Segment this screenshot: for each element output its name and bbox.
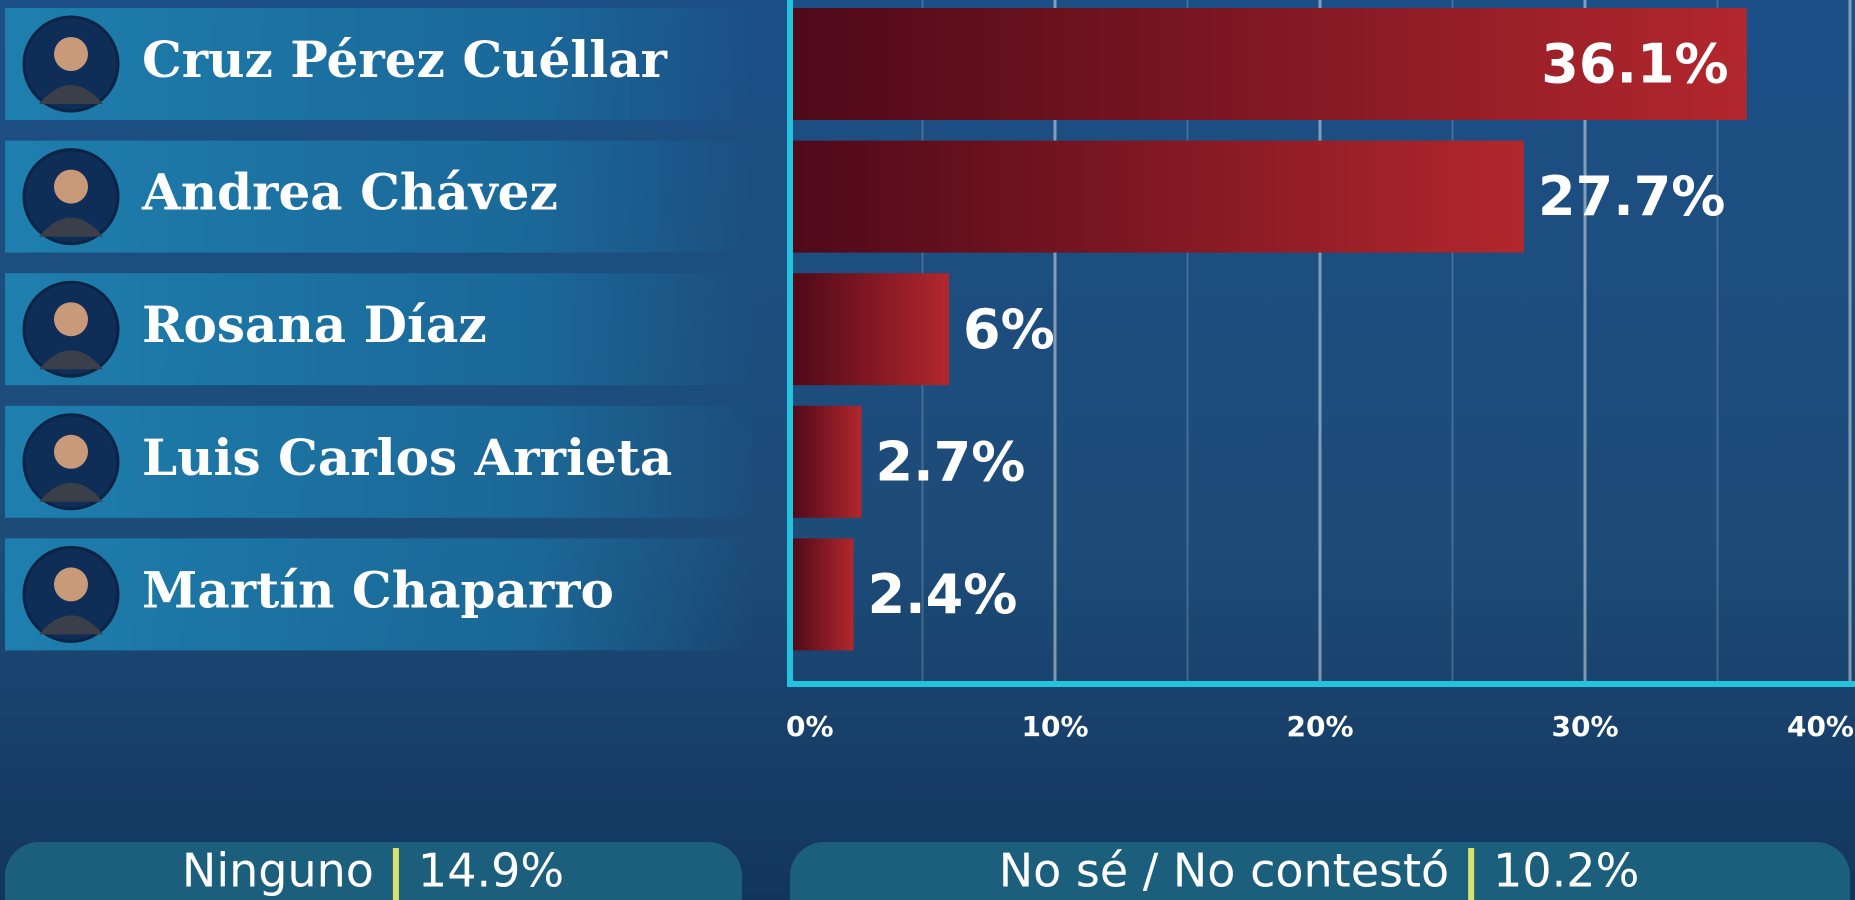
avatar-head: [54, 302, 88, 336]
footer-label: No sé / No contestó: [999, 844, 1449, 898]
x-tick-label: 40%: [1787, 710, 1854, 743]
category-label: Andrea Chávez: [141, 163, 558, 222]
category-label: Martín Chaparro: [142, 560, 614, 619]
footer-separator: [1468, 848, 1474, 900]
footer-separator: [393, 848, 399, 900]
x-tick-label: 10%: [1021, 710, 1088, 743]
avatar-head: [54, 37, 88, 71]
avatar-head: [54, 567, 88, 601]
bar: [792, 273, 949, 385]
x-tick-label: 0%: [786, 710, 834, 743]
value-label: 2.7%: [876, 430, 1026, 493]
value-label: 2.4%: [868, 563, 1018, 626]
value-label: 6%: [963, 298, 1055, 361]
bar: [792, 406, 862, 518]
chart: 0% 10% 20% 30% 40% Cruz Pérez Cuéllar 36.1% And…: [0, 0, 1855, 900]
x-tick-label: 20%: [1286, 710, 1353, 743]
category-label: Luis Carlos Arrieta: [142, 428, 672, 487]
avatar-head: [54, 435, 88, 469]
value-label: 36.1%: [1541, 33, 1728, 96]
footer-label: Ninguno: [182, 844, 374, 898]
footer-value: 10.2%: [1493, 844, 1639, 898]
x-tick-label: 30%: [1551, 710, 1618, 743]
bar: [792, 141, 1524, 253]
footer-value: 14.9%: [418, 844, 564, 898]
value-label: 27.7%: [1538, 165, 1725, 228]
category-label: Rosana Díaz: [142, 295, 487, 354]
page: 0% 10% 20% 30% 40% Cruz Pérez Cuéllar 36.1% And…: [0, 0, 1855, 900]
category-label: Cruz Pérez Cuéllar: [142, 30, 668, 89]
bar: [792, 538, 854, 650]
avatar-head: [54, 170, 88, 204]
